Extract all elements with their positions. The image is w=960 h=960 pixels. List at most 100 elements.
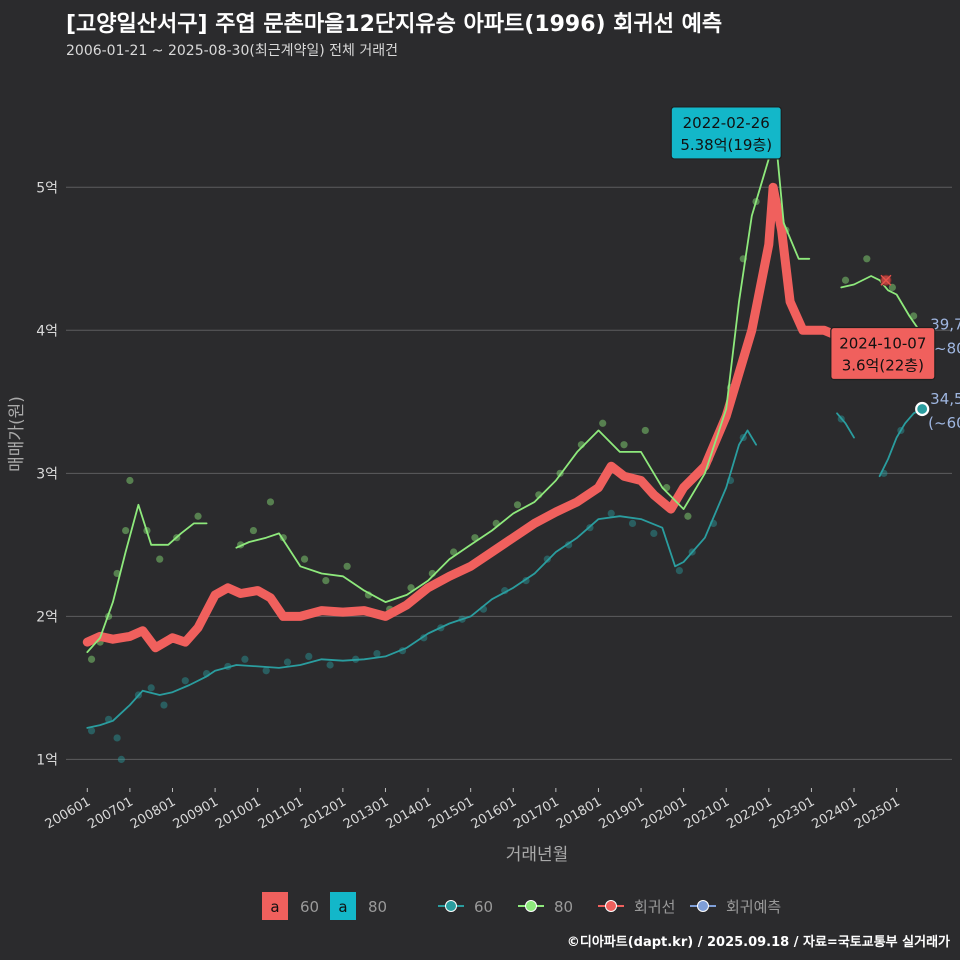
- x-tick-label: 201801: [554, 794, 604, 832]
- y-axis-label: 매매가(원): [7, 396, 27, 472]
- end-label-area: (~60㎡): [928, 414, 960, 432]
- chart-title: [고양일산서구] 주엽 문촌마을12단지유승 아파트(1996) 회귀선 예측: [66, 12, 723, 37]
- legend-label-key-text: a: [270, 898, 279, 916]
- x-axis-label: 거래년월: [506, 845, 569, 865]
- x-tick-label: 200601: [43, 794, 93, 832]
- grid-layer: [66, 186, 952, 760]
- scatter-point-80: [322, 577, 330, 585]
- y-tick-label: 1억: [36, 752, 58, 768]
- legend: a 60 a 80 60 80 회귀선 회귀예측: [262, 892, 781, 920]
- end-label-value: 39,700: [930, 316, 960, 334]
- scatter-point-60: [628, 519, 637, 527]
- scatter-point-60: [283, 658, 292, 666]
- scatter-point-80: [407, 584, 415, 592]
- legend-line-key-dot: [605, 900, 617, 912]
- x-tick-label: 201901: [597, 794, 647, 832]
- annotation-text: 5.38억(19층): [680, 136, 772, 154]
- scatter-point-60: [117, 755, 125, 763]
- series-line-60: [878, 408, 924, 478]
- legend-label-key: [330, 892, 356, 920]
- x-tick-label: 202301: [767, 794, 817, 832]
- scatter-point-60: [543, 555, 551, 563]
- scatter-point-80: [126, 476, 134, 485]
- legend-line-key-name: 회귀선: [634, 898, 675, 916]
- y-tick-label: 5억: [36, 180, 58, 196]
- annotation-text: 3.6억(22층): [842, 357, 924, 375]
- x-tick-label: 201501: [426, 794, 476, 832]
- scatter-point-80: [513, 501, 522, 509]
- scatter-point-80: [641, 426, 649, 435]
- x-tick-label: 200901: [171, 794, 221, 832]
- x-tick-label: 200701: [85, 794, 135, 832]
- source-caption: ©디아파트(dapt.kr) / 2025.09.18 / 자료=국토교통부 실…: [566, 935, 950, 950]
- series-line-60: [836, 412, 855, 439]
- scatter-point-60: [607, 509, 615, 517]
- legend-line-key-dot: [697, 900, 709, 912]
- scatter-point-80: [471, 534, 479, 542]
- scatter-point-80: [620, 441, 628, 449]
- annotation-date: 2024-10-07: [839, 335, 926, 353]
- scatter-point-80: [122, 526, 130, 535]
- scatter-point-60: [650, 529, 658, 538]
- x-tick-label: 202501: [852, 794, 902, 832]
- y-tick-label: 2억: [36, 609, 58, 625]
- x-tick-label: 201101: [256, 794, 306, 832]
- series-line-80: [86, 503, 208, 653]
- scatter-point-80: [863, 255, 871, 263]
- series-line-80: [235, 132, 811, 603]
- scatter-point-60: [326, 661, 334, 669]
- scatter-point-60: [113, 734, 121, 742]
- scatter-point-60: [181, 677, 189, 685]
- legend-line-key-name: 회귀예측: [726, 898, 781, 916]
- scatter-point-80: [300, 555, 309, 563]
- series-line-60: [86, 429, 757, 729]
- x-tick-label: 202401: [810, 794, 860, 832]
- y-tick-label: 3억: [36, 466, 58, 482]
- scatter-point-60: [87, 727, 96, 735]
- scatter-point-60: [262, 667, 270, 675]
- scatter-point-80: [249, 526, 258, 535]
- scatter-point-80: [87, 655, 96, 663]
- scatter-point-60: [675, 566, 683, 575]
- legend-line-key-dot: [525, 900, 537, 912]
- data-layer: [82, 132, 927, 763]
- legend-label-key-name: 80: [368, 898, 387, 916]
- x-tick-label: 201701: [511, 794, 561, 832]
- x-tick-label: 202201: [724, 794, 774, 832]
- x-tick-label: 201601: [469, 794, 519, 832]
- x-tick-label: 201201: [298, 794, 348, 832]
- legend-label-key: [262, 892, 288, 920]
- scatter-point-60: [147, 684, 155, 692]
- legend-label-key-name: 60: [300, 898, 319, 916]
- scatter-point-80: [910, 312, 918, 320]
- scatter-point-80: [841, 276, 850, 284]
- x-tick-label: 202001: [639, 794, 689, 832]
- chart-subtitle: 2006-01-21 ~ 2025-08-30(최근계약일) 전체 거래건: [66, 43, 398, 59]
- legend-line-key-name: 60: [474, 898, 493, 916]
- scatter-point-60: [241, 655, 249, 663]
- end-label-area: (~80㎡): [928, 340, 960, 358]
- axis-layer: 1억 2억 3억 4억 5억 200601200701200801200901201001…: [7, 180, 903, 865]
- scatter-point-80: [194, 512, 202, 520]
- regression-line: [82, 182, 927, 653]
- scatter-point-60: [373, 649, 381, 658]
- scatter-point-60: [160, 701, 168, 709]
- end-point-60: [915, 401, 930, 417]
- annotation-date: 2022-02-26: [683, 114, 770, 132]
- scatter-point-80: [684, 512, 692, 520]
- y-tick-label: 4억: [36, 323, 58, 339]
- x-tick-label: 201301: [341, 794, 391, 832]
- legend-line-key-name: 80: [554, 898, 573, 916]
- legend-label-key-text: a: [338, 898, 347, 916]
- x-tick-label: 202101: [682, 794, 732, 832]
- scatter-point-80: [156, 555, 164, 563]
- end-label-value: 34,500: [930, 390, 960, 408]
- forecast-cross: [880, 274, 892, 286]
- scatter-point-80: [343, 562, 351, 570]
- scatter-point-80: [599, 419, 607, 427]
- scatter-point-60: [305, 652, 313, 661]
- scatter-point-80: [266, 498, 275, 506]
- x-tick-label: 201001: [213, 794, 263, 832]
- annotation-box: [670, 106, 782, 160]
